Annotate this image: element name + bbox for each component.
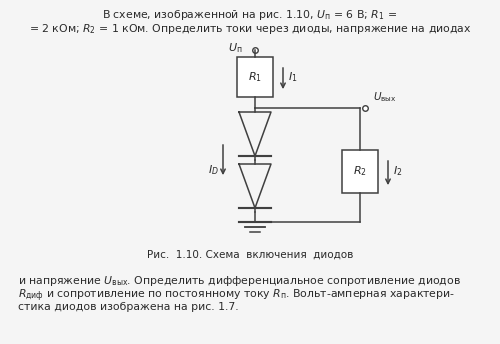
Text: и напряжение $U_{\rm вых}$. Определить дифференциальное сопротивление диодов: и напряжение $U_{\rm вых}$. Определить д… [18, 274, 461, 288]
Text: В схеме, изображенной на рис. 1.10, $U_{\rm п}$ = 6 В; $R_1$ =: В схеме, изображенной на рис. 1.10, $U_{… [102, 8, 398, 22]
Text: $R_{\rm диф}$ и сопротивление по постоянному току $R_{\rm п}$. Вольт-амперная ха: $R_{\rm диф}$ и сопротивление по постоян… [18, 288, 455, 304]
Text: $R_2$: $R_2$ [353, 164, 367, 179]
Text: стика диодов изображена на рис. 1.7.: стика диодов изображена на рис. 1.7. [18, 302, 238, 312]
Text: $I_D$: $I_D$ [208, 163, 219, 177]
Text: = 2 кОм; $R_2$ = 1 кОм. Определить токи через диоды, напряжение на диодах: = 2 кОм; $R_2$ = 1 кОм. Определить токи … [28, 22, 471, 36]
Bar [237, 57, 273, 97]
Text: $U_{\rm вых}$: $U_{\rm вых}$ [373, 90, 396, 104]
Bar [342, 150, 378, 193]
Text: Рис.  1.10. Схема  включения  диодов: Рис. 1.10. Схема включения диодов [147, 250, 353, 260]
Text: $I_1$: $I_1$ [288, 70, 298, 84]
Text: $I_2$: $I_2$ [393, 164, 402, 179]
Text: $U_{\rm п}$: $U_{\rm п}$ [228, 41, 243, 55]
Text: $R_1$: $R_1$ [248, 70, 262, 84]
